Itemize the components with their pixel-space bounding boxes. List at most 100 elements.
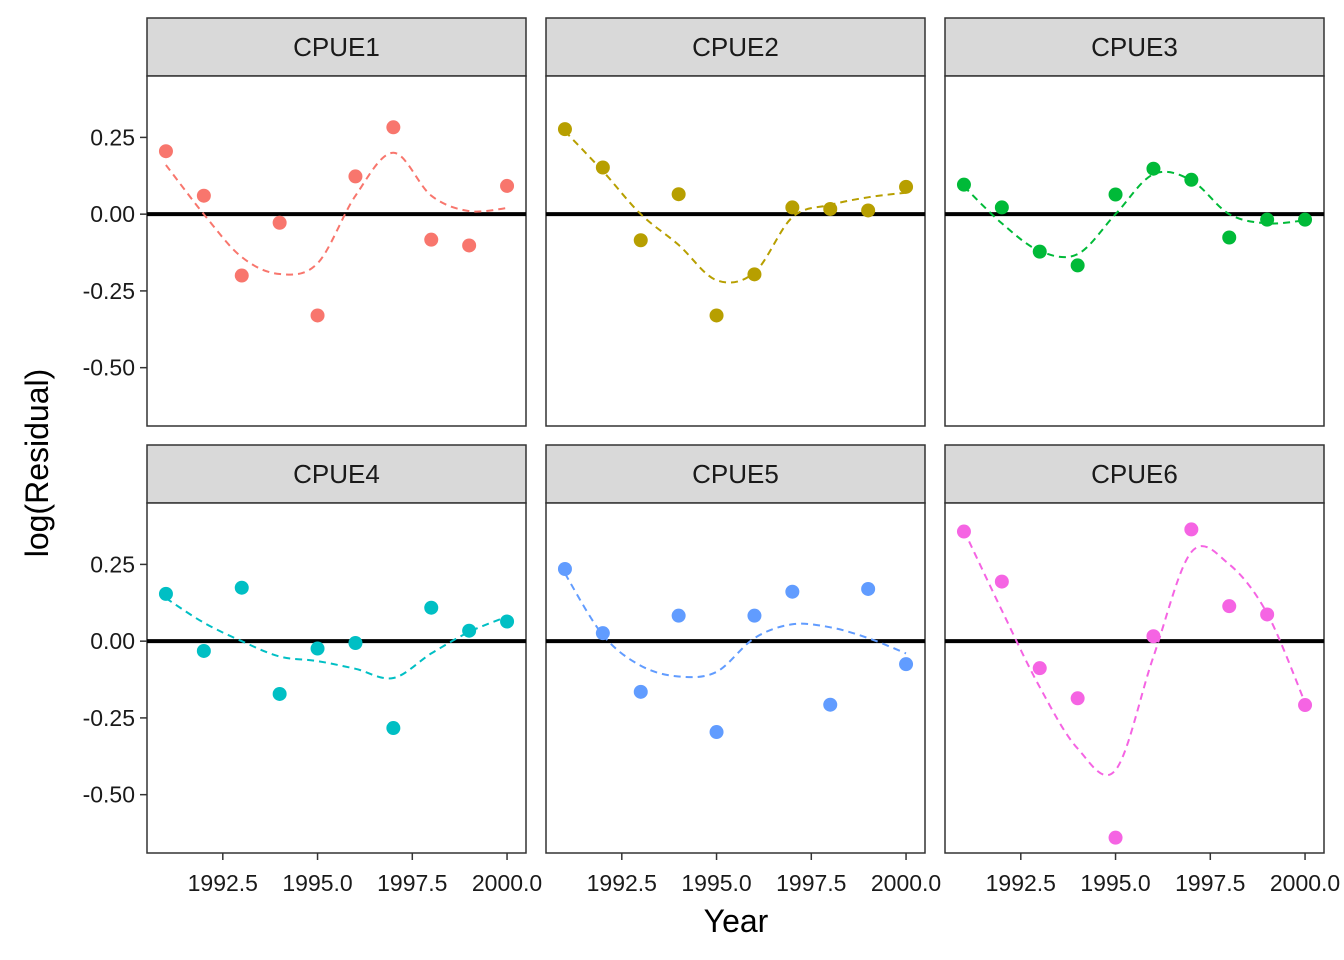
data-point bbox=[1108, 830, 1123, 845]
x-tick-label: 1995.0 bbox=[681, 870, 751, 896]
data-point bbox=[1184, 172, 1199, 187]
data-point bbox=[709, 725, 724, 740]
x-tick-label: 1995.0 bbox=[282, 870, 352, 896]
data-point bbox=[272, 215, 287, 230]
data-point bbox=[956, 177, 971, 192]
data-point bbox=[158, 144, 173, 159]
data-point bbox=[595, 626, 610, 641]
data-point bbox=[823, 201, 838, 216]
data-point bbox=[158, 586, 173, 601]
y-tick-label: 0.25 bbox=[90, 551, 135, 577]
panel-background bbox=[146, 502, 527, 854]
data-point bbox=[462, 623, 477, 638]
data-point bbox=[1260, 212, 1275, 227]
panel-background bbox=[545, 502, 926, 854]
data-point bbox=[1070, 691, 1085, 706]
data-point bbox=[1260, 607, 1275, 622]
data-point bbox=[500, 614, 515, 629]
data-point bbox=[633, 684, 648, 699]
panel-background bbox=[146, 75, 527, 427]
x-tick-label: 1992.5 bbox=[587, 870, 657, 896]
smooth-line bbox=[165, 151, 508, 276]
data-point bbox=[956, 524, 971, 539]
data-point bbox=[861, 203, 876, 218]
data-point bbox=[899, 657, 914, 672]
data-point bbox=[348, 636, 363, 650]
data-point bbox=[785, 584, 800, 599]
y-axes: 0.25 0.00 -0.25 -0.50 0.25 0.00 -0.25 -0.50 bbox=[83, 124, 147, 808]
strip-label: CPUE5 bbox=[692, 459, 779, 489]
data-point bbox=[272, 686, 287, 701]
y-tick-label: 0.25 bbox=[90, 124, 135, 150]
data-point bbox=[424, 600, 439, 615]
data-point bbox=[462, 238, 477, 253]
y-tick-label: -0.25 bbox=[83, 705, 135, 731]
data-point bbox=[1070, 258, 1085, 273]
data-point bbox=[196, 643, 211, 658]
y-axis-title: log(Residual) bbox=[19, 369, 55, 558]
data-point bbox=[234, 268, 249, 283]
x-tick-label: 2000.0 bbox=[1270, 870, 1340, 896]
y-tick-label: -0.50 bbox=[83, 782, 135, 808]
data-point bbox=[994, 200, 1009, 215]
strip-label: CPUE6 bbox=[1091, 459, 1178, 489]
y-tick-label: -0.25 bbox=[83, 278, 135, 304]
panel-cpue6: CPUE6 bbox=[944, 444, 1325, 854]
x-tick-label: 2000.0 bbox=[472, 870, 542, 896]
data-point bbox=[1298, 698, 1313, 713]
x-tick-label: 1992.5 bbox=[986, 870, 1056, 896]
panel-background bbox=[944, 502, 1325, 854]
strip-background bbox=[545, 444, 926, 504]
data-point bbox=[899, 179, 914, 194]
smooth-line bbox=[963, 170, 1306, 259]
strip-background bbox=[545, 17, 926, 77]
data-point bbox=[747, 267, 762, 282]
data-point bbox=[1298, 212, 1313, 227]
panel-background bbox=[545, 75, 926, 427]
facet-panels: CPUE1 CPUE2 CPUE3 CPUE4 CPUE5 CPUE6 bbox=[146, 17, 1325, 854]
data-point bbox=[861, 581, 876, 596]
data-point bbox=[386, 120, 401, 135]
data-point bbox=[671, 187, 686, 202]
x-tick-label: 2000.0 bbox=[871, 870, 941, 896]
strip-background bbox=[944, 444, 1325, 504]
strip-label: CPUE2 bbox=[692, 32, 779, 62]
data-point bbox=[234, 580, 249, 595]
panel-cpue3: CPUE3 bbox=[944, 17, 1325, 427]
panel-background bbox=[944, 75, 1325, 427]
y-tick-label: -0.50 bbox=[83, 355, 135, 381]
data-point bbox=[348, 169, 363, 184]
data-point bbox=[671, 608, 686, 623]
data-point bbox=[1146, 161, 1161, 176]
x-axes: 1992.5 1995.0 1997.5 2000.0 1992.5 1995.0 1997… bbox=[188, 853, 1340, 896]
x-tick-label: 1995.0 bbox=[1080, 870, 1150, 896]
data-point bbox=[1032, 244, 1047, 259]
strip-background bbox=[146, 17, 527, 77]
data-point bbox=[747, 608, 762, 623]
data-point bbox=[595, 160, 610, 175]
strip-label: CPUE4 bbox=[293, 459, 380, 489]
x-axis-title: Year bbox=[704, 903, 769, 939]
smooth-line bbox=[564, 573, 907, 679]
strip-label: CPUE1 bbox=[293, 32, 380, 62]
data-point bbox=[196, 188, 211, 203]
x-tick-label: 1997.5 bbox=[1175, 870, 1245, 896]
x-tick-label: 1992.5 bbox=[188, 870, 258, 896]
panel-cpue4: CPUE4 bbox=[146, 444, 527, 854]
x-tick-label: 1997.5 bbox=[776, 870, 846, 896]
data-point bbox=[1146, 629, 1161, 644]
smooth-line bbox=[564, 130, 907, 284]
data-point bbox=[709, 308, 724, 323]
smooth-line bbox=[165, 597, 508, 680]
data-point bbox=[633, 233, 648, 248]
data-point bbox=[994, 574, 1009, 589]
data-point bbox=[557, 122, 572, 137]
y-tick-label: 0.00 bbox=[90, 201, 135, 227]
panel-cpue1: CPUE1 bbox=[146, 17, 527, 427]
data-point bbox=[424, 232, 439, 247]
panel-cpue2: CPUE2 bbox=[545, 17, 926, 427]
data-point bbox=[1184, 522, 1199, 537]
data-point bbox=[1222, 230, 1237, 245]
data-point bbox=[310, 308, 325, 323]
